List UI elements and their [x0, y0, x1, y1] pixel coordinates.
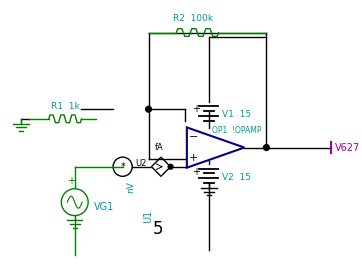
Text: U1: U1 [143, 210, 153, 223]
Text: V2  15: V2 15 [222, 173, 251, 182]
Circle shape [146, 106, 151, 112]
Text: nV: nV [126, 181, 135, 193]
Circle shape [264, 145, 269, 150]
Text: +: + [67, 176, 75, 186]
Text: +: + [189, 153, 198, 163]
Text: OP1  !OPAMP: OP1 !OPAMP [212, 125, 261, 134]
Text: *: * [120, 162, 125, 172]
Text: U2: U2 [135, 159, 147, 168]
Text: +: + [193, 167, 201, 177]
Text: R2  100k: R2 100k [173, 14, 213, 23]
Text: VG1: VG1 [94, 202, 114, 212]
Text: 5: 5 [153, 220, 163, 238]
Circle shape [168, 164, 173, 169]
Text: V1  15: V1 15 [222, 111, 252, 119]
Text: fA: fA [155, 143, 164, 152]
Text: +: + [193, 104, 201, 114]
Text: R1  1k: R1 1k [51, 102, 80, 111]
Text: −: − [189, 132, 198, 142]
Text: V627: V627 [336, 142, 361, 153]
